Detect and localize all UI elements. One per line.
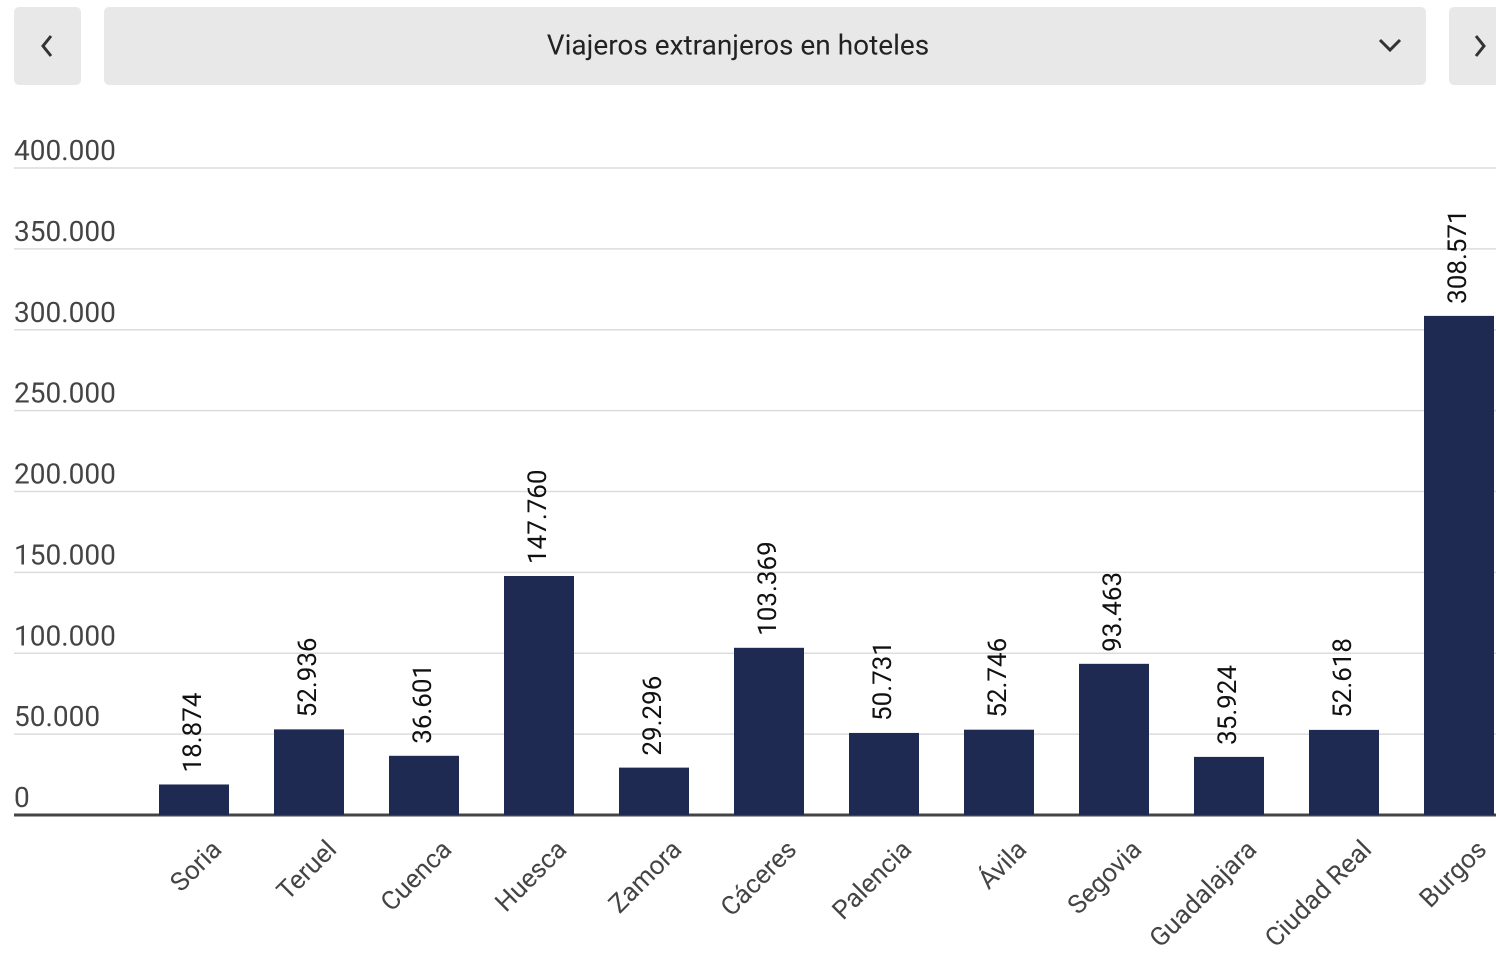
next-button[interactable] <box>1449 7 1496 85</box>
bar <box>964 729 1034 815</box>
data-label: 36.601 <box>408 664 438 744</box>
bar <box>1424 315 1494 815</box>
data-label: 52.746 <box>983 638 1013 718</box>
bar <box>1309 729 1379 815</box>
data-label: 52.618 <box>1328 638 1358 718</box>
prev-button[interactable] <box>14 7 81 85</box>
bar <box>274 729 344 815</box>
x-tick-label: Cáceres <box>715 835 803 923</box>
x-tick-label: Zamora <box>603 835 688 920</box>
x-tick-label: Teruel <box>271 835 343 907</box>
x-tick-label: Soria <box>165 835 228 898</box>
y-tick-label: 0 <box>14 781 30 814</box>
x-tick-label: Segovia <box>1062 835 1148 921</box>
data-label: 50.731 <box>868 641 898 721</box>
y-tick-label: 200.000 <box>14 458 116 491</box>
bar <box>389 755 459 815</box>
data-label: 147.760 <box>523 469 553 564</box>
y-tick-label: 150.000 <box>14 538 116 571</box>
bar <box>504 575 574 815</box>
data-label: 308.571 <box>1443 209 1473 304</box>
dropdown-icon <box>1378 38 1402 53</box>
y-tick-label: 250.000 <box>14 377 116 410</box>
next-icon <box>1474 35 1486 57</box>
data-label: 18.874 <box>178 692 208 772</box>
y-tick-label: 300.000 <box>14 296 116 329</box>
x-tick-label: Guadalajara <box>1144 835 1263 954</box>
bar <box>619 767 689 815</box>
data-label: 52.936 <box>293 637 323 717</box>
x-tick-label: Ciudad Real <box>1259 835 1378 954</box>
data-label: 29.296 <box>638 676 668 756</box>
bar <box>734 647 804 815</box>
x-tick-label: Ávila <box>972 834 1033 895</box>
y-tick-label: 350.000 <box>14 215 116 248</box>
y-tick-label: 100.000 <box>14 619 116 652</box>
data-label: 103.369 <box>753 541 783 636</box>
data-label: 35.924 <box>1213 665 1243 745</box>
dropdown[interactable] <box>104 7 1426 85</box>
x-tick-label: Huesca <box>490 835 573 918</box>
data-label: 93.463 <box>1098 572 1128 652</box>
bar <box>1079 663 1149 815</box>
y-tick-label: 50.000 <box>14 700 100 733</box>
bar <box>159 784 229 815</box>
prev-icon <box>41 35 53 57</box>
y-tick-label: 400.000 <box>14 134 116 167</box>
x-tick-label: Burgos <box>1414 835 1493 914</box>
x-tick-label: Cuenca <box>375 835 458 918</box>
x-tick-label: Palencia <box>827 835 918 926</box>
chart-title: Viajeros extranjeros en hoteles <box>547 28 929 61</box>
bar <box>1194 756 1264 815</box>
bar <box>849 732 919 815</box>
